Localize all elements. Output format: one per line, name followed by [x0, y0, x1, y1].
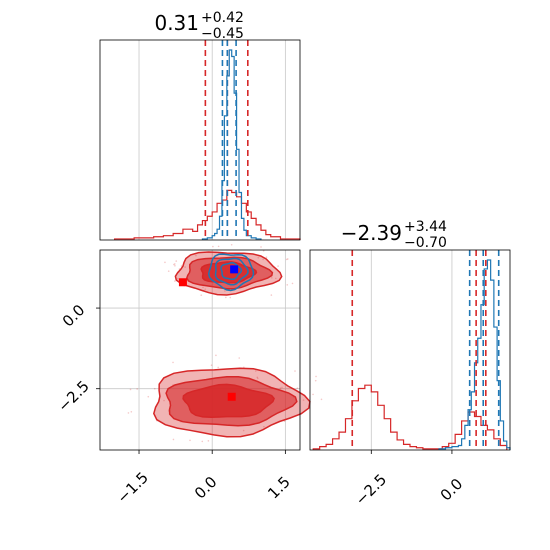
scatter-point: [291, 282, 294, 285]
scatter-point: [129, 388, 132, 391]
scatter-point: [201, 440, 204, 443]
scatter-point: [270, 294, 273, 296]
scatter-point: [200, 294, 203, 296]
point-marker: [227, 392, 236, 401]
scatter-point: [260, 246, 262, 248]
scatter-point: [256, 376, 259, 379]
scatter-point: [229, 296, 232, 299]
scatter-point: [215, 354, 217, 357]
scatter-point: [238, 357, 241, 359]
scatter-point: [285, 258, 288, 261]
param1-title-lower-error: −0.45: [201, 26, 244, 42]
blue-contour-level-0: [207, 253, 255, 292]
scatter-point: [164, 261, 166, 264]
joint-axes-frame: [99, 249, 301, 451]
x-tick-label: 1.5: [264, 473, 294, 503]
scatter-point: [195, 254, 197, 257]
param2-marginal-panel: −2.39 +3.44 −0.70 −2.5 0.0: [309, 219, 511, 509]
y-tick-label: 0.0: [59, 301, 89, 331]
scatter-point: [286, 258, 289, 260]
param1-title-upper-error: +0.42: [201, 10, 244, 26]
scatter-point: [207, 440, 210, 442]
scatter-point: [189, 439, 191, 442]
scatter-point: [242, 429, 245, 432]
scatter-point: [271, 277, 273, 279]
scatter-point: [202, 286, 204, 289]
param1-marginal-panel: 0.31 +0.42 −0.45: [99, 10, 301, 241]
scatter-point: [174, 264, 176, 267]
scatter-point: [175, 260, 178, 262]
scatter-point: [127, 412, 130, 414]
scatter-point: [173, 263, 176, 265]
scatter-point: [315, 375, 317, 378]
red-contour-level-2: [182, 383, 275, 419]
scatter-point: [281, 386, 283, 389]
param2-axes-frame: [309, 249, 511, 451]
blue-contour-level-1: [214, 257, 249, 286]
scatter-point: [130, 410, 133, 413]
x-tick-label: −1.5: [113, 468, 151, 506]
scatter-point: [257, 257, 260, 259]
scatter-point: [314, 379, 317, 382]
scatter-point: [225, 296, 227, 299]
scatter-point: [172, 361, 174, 364]
scatter-point: [283, 420, 286, 423]
scatter-point: [147, 395, 150, 398]
scatter-point: [296, 387, 299, 389]
histogram-step-0: [312, 384, 508, 450]
scatter-point: [320, 398, 323, 401]
scatter-point: [174, 280, 176, 282]
scatter-point: [263, 425, 265, 428]
histogram-step-1: [201, 49, 262, 240]
scatter-point: [279, 387, 282, 389]
scatter-point: [230, 243, 233, 246]
param1-axes-frame: [99, 39, 301, 241]
blue-contour-level-2: [220, 262, 243, 281]
scatter-point: [167, 270, 170, 272]
x-tick-label: 0.0: [437, 475, 467, 505]
scatter-point: [163, 399, 165, 402]
scatter-point: [277, 265, 279, 267]
param2-title-upper-error: +3.44: [404, 219, 447, 235]
scatter-point: [274, 277, 277, 280]
scatter-point: [217, 245, 220, 248]
y-tick-label: −2.5: [54, 377, 92, 415]
scatter-point: [204, 288, 207, 290]
scatter-point: [265, 256, 268, 258]
point-marker: [230, 265, 239, 274]
param1-title: 0.31: [154, 11, 199, 35]
scatter-point: [224, 290, 226, 292]
scatter-point: [312, 393, 314, 396]
x-tick-label: 0.0: [191, 473, 221, 503]
scatter-point: [184, 266, 186, 268]
histogram-step-1: [438, 259, 511, 450]
scatter-point: [262, 258, 264, 261]
param2-title: −2.39: [341, 221, 402, 245]
scatter-point: [286, 284, 289, 286]
point-marker: [178, 278, 187, 287]
scatter-point: [136, 388, 138, 390]
scatter-point: [254, 370, 257, 372]
x-tick-label: −2.5: [352, 470, 390, 508]
scatter-point: [177, 277, 179, 280]
param2-title-lower-error: −0.70: [404, 235, 447, 251]
scatter-point: [173, 263, 175, 266]
scatter-point: [217, 366, 219, 369]
scatter-point: [212, 245, 214, 248]
scatter-point: [210, 364, 213, 367]
joint-panel: −1.5 0.0 1.5 0.0 −2.5: [54, 243, 323, 507]
scatter-point: [302, 399, 305, 401]
scatter-point: [256, 377, 259, 380]
scatter-point: [172, 438, 175, 441]
scatter-point: [294, 370, 296, 372]
histogram-step-0: [114, 189, 301, 240]
scatter-point: [153, 387, 156, 390]
